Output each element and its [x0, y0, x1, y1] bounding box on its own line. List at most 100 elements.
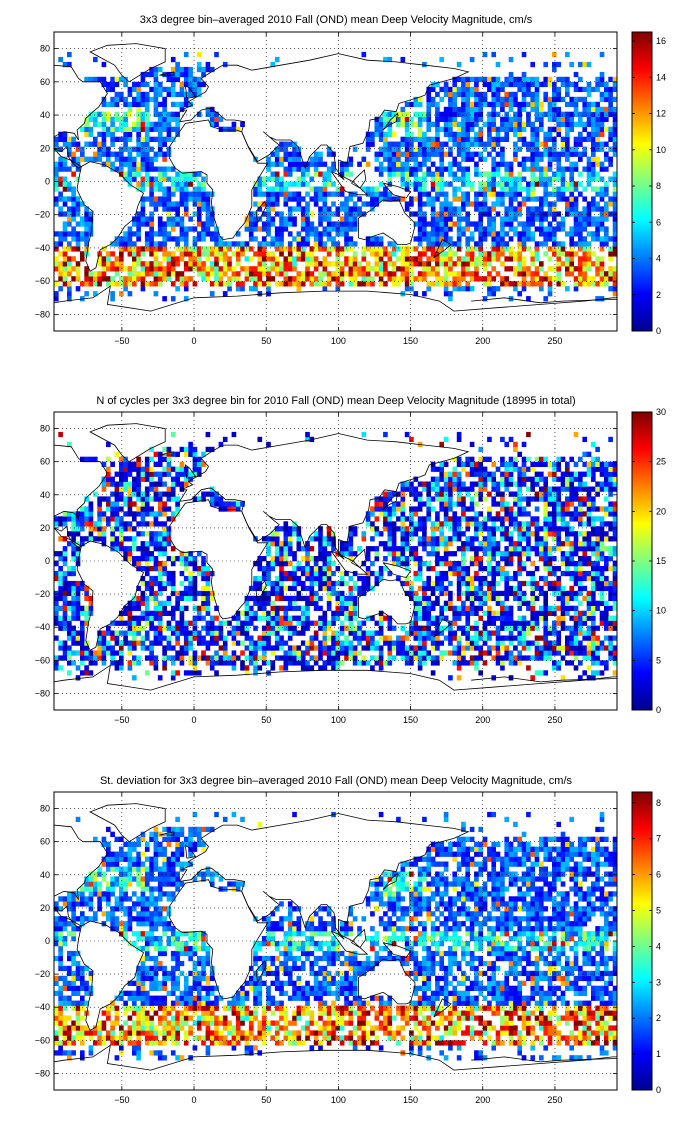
heatmap-cell [270, 605, 276, 611]
heatmap-cell [443, 216, 449, 222]
heatmap-cell [119, 266, 124, 272]
heatmap-cell [132, 276, 137, 282]
heatmap-cell [313, 600, 319, 606]
heatmap-cell [595, 256, 600, 262]
heatmap-cell [565, 86, 570, 93]
heatmap-cell [595, 116, 600, 122]
heatmap-cell [244, 595, 250, 602]
heatmap-cell [253, 640, 258, 646]
heatmap-cell [261, 595, 267, 602]
heatmap-cell [183, 605, 189, 611]
heatmap-cell [430, 121, 436, 127]
heatmap-cell [179, 91, 185, 98]
heatmap-cell [435, 570, 440, 577]
heatmap-cell [417, 665, 423, 671]
heatmap-cell [430, 221, 436, 227]
heatmap-cell [461, 630, 466, 636]
heatmap-cell [500, 660, 505, 666]
heatmap-cell [469, 91, 475, 98]
heatmap-cell [261, 566, 267, 572]
heatmap-cell [93, 660, 98, 666]
heatmap-cell [123, 281, 128, 287]
heatmap-cell [556, 580, 562, 587]
heatmap-cell [127, 615, 133, 621]
heatmap-cell [179, 625, 185, 631]
heatmap-cell [565, 251, 570, 257]
heatmap-cell [309, 211, 315, 217]
heatmap-cell [413, 146, 419, 152]
heatmap-cell [132, 640, 137, 646]
heatmap-cell [357, 206, 362, 212]
heatmap-cell [292, 141, 297, 147]
heatmap-cell [591, 615, 596, 621]
heatmap-cell [67, 261, 72, 267]
heatmap-cell [144, 141, 150, 147]
heatmap-cell [166, 91, 172, 98]
heatmap-cell [140, 640, 146, 646]
heatmap-cell [106, 111, 111, 117]
heatmap-cell [565, 116, 570, 122]
heatmap-cell [101, 151, 107, 157]
heatmap-cell [335, 600, 341, 606]
heatmap-cell [170, 66, 176, 73]
heatmap-cell [513, 101, 518, 108]
heatmap-cell [543, 635, 549, 641]
heatmap-cell [309, 196, 315, 202]
heatmap-cell [162, 276, 167, 282]
heatmap-cell [526, 605, 531, 611]
heatmap-cell [552, 570, 557, 577]
heatmap-cell [305, 660, 310, 666]
heatmap-cell [209, 660, 215, 666]
heatmap-cell [175, 76, 180, 83]
heatmap-cell [591, 86, 596, 93]
heatmap-cell [71, 625, 76, 631]
heatmap-cell [101, 101, 107, 108]
heatmap-cell [93, 56, 98, 63]
heatmap-cell [547, 640, 553, 646]
heatmap-cell [300, 171, 306, 177]
heatmap-cell [573, 630, 579, 636]
heatmap-cell [452, 276, 458, 282]
heatmap-cell [175, 171, 180, 177]
heatmap-cell [365, 141, 371, 147]
heatmap-cell [114, 126, 120, 132]
heatmap-cell [482, 575, 488, 582]
heatmap-cell [231, 126, 237, 132]
heatmap-cell [430, 141, 436, 147]
heatmap-cell [461, 81, 466, 88]
heatmap-cell [54, 590, 59, 597]
heatmap-cell [560, 176, 566, 182]
heatmap-cell [474, 136, 479, 142]
heatmap-cell [97, 131, 102, 137]
heatmap-cell [331, 655, 336, 661]
heatmap-cell [534, 136, 540, 142]
heatmap-cell [430, 640, 436, 646]
heatmap-cell [153, 201, 159, 207]
heatmap-cell [539, 655, 544, 661]
heatmap-cell [573, 201, 579, 207]
heatmap-cell [422, 590, 427, 597]
heatmap-cell [283, 181, 289, 187]
heatmap-cell [318, 246, 323, 252]
heatmap-cell [183, 630, 189, 636]
heatmap-cell [283, 261, 289, 267]
heatmap-cell [517, 76, 523, 83]
heatmap-cell [521, 186, 527, 192]
heatmap-cell [153, 151, 159, 157]
heatmap-cell [322, 635, 328, 641]
heatmap-cell [253, 575, 258, 582]
heatmap-cell [491, 226, 497, 232]
heatmap-cell [71, 216, 76, 222]
heatmap-cell [452, 196, 458, 202]
heatmap-cell [370, 186, 375, 192]
heatmap-cell [84, 266, 89, 272]
heatmap-cell [119, 241, 124, 247]
heatmap-cell [144, 261, 150, 267]
heatmap-cell [608, 176, 613, 182]
heatmap-cell [175, 126, 180, 132]
heatmap-cell [67, 650, 72, 656]
heatmap-cell [604, 166, 609, 172]
heatmap-cell [604, 620, 609, 626]
heatmap-cell [396, 266, 401, 272]
heatmap-cell [521, 281, 527, 287]
